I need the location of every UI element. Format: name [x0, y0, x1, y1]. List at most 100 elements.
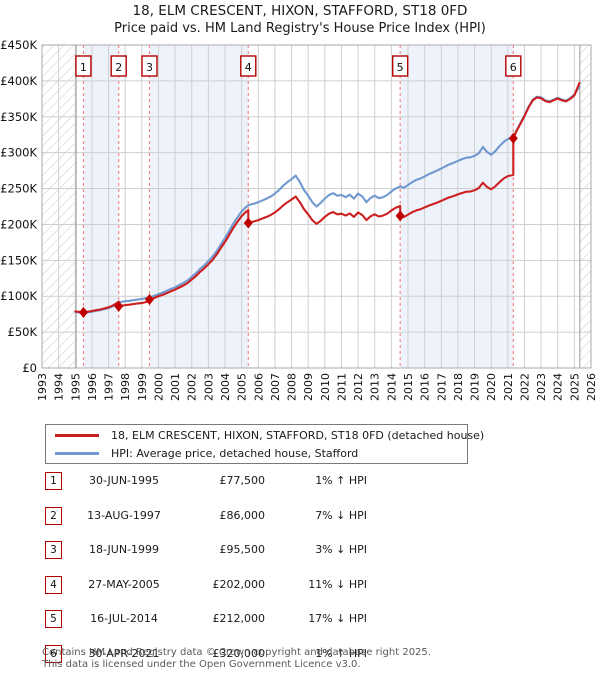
plot-frame: [41, 44, 592, 369]
sale-row: 2 13-AUG-1997 £86,000 7% ↓ HPI: [42, 502, 562, 537]
x-axis-tick-label: 2007: [269, 373, 282, 401]
x-axis-tick-label: 2012: [352, 373, 365, 401]
sale-hpi-difference: 1% ↑ HPI: [315, 646, 367, 660]
sale-row: 3 18-JUN-1999 £95,500 3% ↓ HPI: [42, 536, 562, 571]
sale-hpi-difference: 11% ↓ HPI: [308, 577, 367, 591]
y-axis-tick-label: £200K: [0, 217, 37, 231]
sale-number-box-label: 3: [146, 61, 153, 74]
x-axis-tick-label: 1999: [136, 373, 149, 401]
footer-licence: This data is licensed under the Open Gov…: [42, 658, 361, 670]
sale-number-box: [240, 55, 257, 77]
ownership-band: [83, 45, 119, 368]
x-axis-tick-label: 2019: [469, 373, 482, 401]
x-axis-tick-label: 2011: [335, 373, 348, 401]
ownership-band: [149, 45, 249, 368]
x-axis-tick-label: 2016: [419, 373, 432, 401]
sale-marker: [114, 300, 124, 312]
sale-number-badge: 6: [45, 644, 62, 663]
y-axis-tick-label: £250K: [0, 182, 37, 196]
sale-number-box: [505, 55, 522, 77]
sale-number-badge: 4: [45, 575, 62, 594]
no-data-hatch-region: [579, 45, 591, 368]
chart-legend: 18, ELM CRESCENT, HIXON, STAFFORD, ST18 …: [45, 424, 484, 464]
sale-number-box-label: 1: [80, 61, 87, 74]
x-axis-tick-label: 1996: [86, 373, 99, 401]
x-axis-tick-label: 2010: [319, 373, 332, 401]
sale-price: £77,500: [219, 474, 266, 487]
x-axis-tick-label: 1997: [103, 373, 116, 401]
sale-number-box-label: 4: [245, 61, 252, 74]
price-line-swatch: [55, 433, 99, 437]
y-axis-tick-label: £100K: [0, 289, 37, 303]
sale-price: £95,500: [219, 543, 266, 557]
sale-number-box-label: 5: [397, 61, 404, 74]
sale-number-badge: 3: [45, 541, 62, 560]
y-axis-tick-label: £150K: [0, 253, 37, 267]
y-axis-tick-label: £400K: [0, 74, 37, 88]
x-axis-tick-label: 2009: [302, 373, 315, 401]
x-axis-tick-label: 2020: [485, 373, 498, 401]
sale-number-box: [391, 55, 409, 77]
sale-date: 16-JUL-2014: [90, 612, 158, 626]
x-axis-tick-label: 2005: [236, 373, 249, 401]
sale-marker: [508, 132, 518, 144]
footer-copyright: Contains HM Land Registry data © Crown c…: [42, 647, 431, 658]
sale-hpi-difference: 3% ↓ HPI: [315, 543, 367, 557]
x-axis-tick-label: 2015: [402, 373, 415, 401]
sale-number-box-label: 2: [115, 61, 122, 74]
sale-marker: [78, 306, 88, 318]
x-axis-tick-label: 2000: [152, 373, 165, 401]
sale-date: 30-APR-2021: [88, 646, 160, 660]
sale-number-badge: 1: [45, 472, 62, 490]
hpi-line: [74, 85, 581, 315]
sale-number-box: [141, 55, 158, 77]
x-axis-tick-label: 2022: [518, 373, 531, 401]
sale-marker: [243, 217, 253, 229]
sale-price: £320,000: [212, 646, 266, 660]
sale-row: 1 30-JUN-1995 £77,500 1% ↑ HPI: [42, 467, 562, 502]
x-axis-tick-label: 2008: [286, 373, 299, 401]
page-subtitle: Price paid vs. HM Land Registry's House …: [114, 21, 486, 36]
footer: Contains HM Land Registry data © Crown c…: [42, 647, 431, 670]
legend-row-hpi: HPI: Average price, detached house, Staf…: [46, 446, 467, 461]
x-axis-tick-label: 2003: [202, 373, 215, 401]
y-axis-tick-label: £50K: [8, 325, 38, 339]
x-axis-tick-label: 2017: [435, 373, 448, 401]
x-axis-tick-label: 2021: [502, 373, 515, 401]
legend-label-hpi: HPI: Average price, detached house, Staf…: [111, 446, 359, 460]
legend-row-price-paid: 18, ELM CRESCENT, HIXON, STAFFORD, ST18 …: [46, 428, 484, 443]
sale-row: 5 16-JUL-2014 £212,000 17% ↓ HPI: [42, 605, 562, 640]
ownership-band: [400, 45, 514, 368]
x-axis-tick-label: 2018: [452, 373, 465, 401]
sale-price: £86,000: [219, 508, 266, 522]
sales-table: 1 30-JUN-1995 £77,500 1% ↑ HPI 2 13-AUG-1997 £…: [42, 467, 562, 675]
page-title: 18, ELM CRESCENT, HIXON, STAFFORD, ST18 …: [132, 3, 468, 19]
sale-date: 30-JUN-1995: [88, 474, 160, 487]
x-axis-tick-label: 1994: [53, 373, 66, 401]
sale-number-badge: 5: [45, 610, 62, 629]
hpi-line-swatch: [55, 451, 99, 455]
price-history-chart: 1 2 3 4 5 6 £0 £50K £100K £150K £200K £250K £300K £35…: [0, 38, 598, 401]
x-axis-tick-label: 1995: [69, 373, 82, 401]
sale-number-box: [110, 55, 127, 77]
sale-price: £202,000: [212, 577, 266, 591]
x-axis-tick-label: 2024: [552, 373, 565, 401]
sale-date: 27-MAY-2005: [88, 577, 160, 591]
sale-row: 6 30-APR-2021 £320,000 1% ↑ HPI: [42, 640, 562, 675]
x-axis-tick-label: 2025: [568, 373, 581, 401]
sale-marker: [395, 210, 405, 222]
sale-number-box: [75, 55, 92, 77]
y-axis-tick-label: £300K: [0, 146, 37, 160]
x-axis-tick-label: 2004: [219, 373, 232, 401]
y-axis-tick-label: £450K: [0, 38, 37, 52]
sale-price: £212,000: [212, 612, 266, 626]
sale-hpi-difference: 17% ↓ HPI: [308, 612, 367, 626]
y-axis-tick-label: £0: [22, 361, 37, 375]
x-axis-tick-label: 1993: [36, 373, 49, 401]
x-axis-tick-label: 2002: [186, 373, 199, 401]
y-axis-tick-label: £350K: [0, 110, 37, 124]
sale-hpi-difference: 1% ↑ HPI: [315, 474, 367, 487]
sale-number-badge: 2: [45, 506, 62, 525]
sale-hpi-difference: 7% ↓ HPI: [315, 508, 367, 522]
x-axis-tick-label: 1998: [119, 373, 132, 401]
